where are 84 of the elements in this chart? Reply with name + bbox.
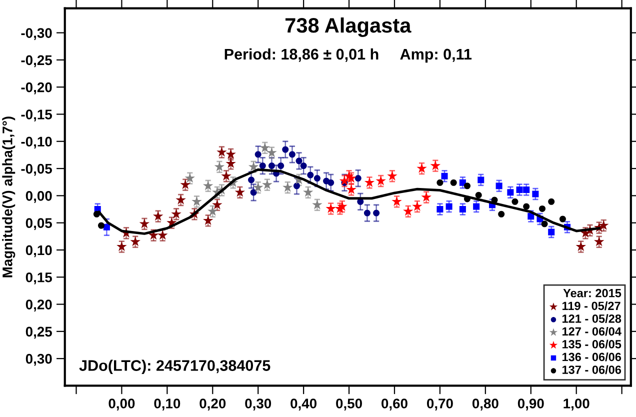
y-tick-label: -0,30 — [21, 28, 52, 40]
point — [307, 172, 314, 178]
legend-label: 127 - 06/04 — [562, 326, 622, 336]
legend-title: Year: 2015 — [563, 288, 622, 298]
point — [314, 175, 320, 182]
point — [403, 206, 414, 216]
point — [300, 162, 307, 170]
legend-label: 135 - 06/05 — [562, 340, 622, 349]
point — [354, 175, 362, 182]
annotation: JDo(LTC): 2457170,384075 — [79, 360, 270, 374]
point — [364, 210, 370, 216]
point — [260, 142, 270, 152]
point — [496, 182, 502, 190]
x-tick-label: 1,00 — [564, 398, 590, 410]
y-tick-label: -0,20 — [21, 82, 52, 94]
point — [436, 179, 444, 186]
point — [516, 186, 523, 193]
x-tick-label: 0,20 — [200, 398, 226, 410]
point — [548, 198, 555, 205]
x-tick-label: 0,90 — [518, 398, 544, 410]
y-tick-label: -0,25 — [21, 55, 52, 68]
legend-label: 136 - 06/06 — [562, 352, 622, 362]
point — [436, 206, 444, 213]
x-tick-label: 0,60 — [382, 398, 408, 410]
y-tick-label: -0,15 — [21, 110, 52, 122]
point — [478, 176, 484, 184]
point — [373, 210, 380, 216]
x-tick-label: 0,30 — [245, 398, 272, 410]
point — [328, 179, 334, 186]
text: Period: 18,86 ± 0,01 h Amp: 0,11 — [224, 48, 472, 63]
point — [176, 194, 186, 204]
x-tick-label: 0,00 — [108, 398, 135, 410]
point — [278, 162, 284, 170]
point — [464, 182, 470, 190]
point — [98, 222, 104, 229]
point — [512, 198, 518, 205]
legend-label: 121 - 05/28 — [562, 314, 622, 323]
point — [532, 190, 539, 198]
point — [541, 220, 548, 228]
point — [446, 203, 452, 210]
point — [475, 192, 482, 198]
x-tick-label: 0,70 — [426, 398, 453, 410]
y-tick-label: 0,15 — [26, 272, 52, 284]
y-tick-label: -0,05 — [21, 164, 52, 176]
x-tick-label: 0,80 — [472, 398, 498, 410]
point — [528, 213, 534, 220]
point — [254, 151, 262, 158]
x-tick-label: 0,50 — [336, 398, 362, 410]
point — [548, 228, 555, 236]
point — [152, 210, 164, 221]
y-tick-label: 0,20 — [26, 300, 52, 312]
y-tick-label: 0,10 — [26, 245, 52, 258]
point — [523, 203, 530, 210]
point — [387, 170, 398, 180]
point — [559, 216, 566, 222]
point — [139, 218, 150, 228]
point — [507, 189, 514, 196]
legend-label: 119 - 05/27 — [562, 301, 620, 310]
point — [282, 146, 289, 153]
x-tick-label: 0,40 — [290, 398, 317, 410]
point — [282, 182, 293, 192]
y-tick-label: -0,10 — [21, 136, 52, 149]
point — [416, 163, 427, 173]
point — [268, 162, 275, 170]
y-tick-label: 0,00 — [26, 191, 52, 203]
point — [450, 179, 457, 186]
point — [259, 162, 266, 170]
y-tick-label: 0,30 — [26, 354, 52, 366]
point — [288, 151, 296, 158]
point — [539, 205, 546, 212]
point — [459, 206, 466, 213]
point — [441, 172, 448, 180]
point — [296, 158, 302, 164]
point — [473, 203, 480, 210]
point — [234, 187, 246, 197]
chart-title: 738 Alagasta — [285, 17, 412, 37]
point — [302, 187, 314, 197]
point — [498, 210, 505, 218]
y-axis-title: Magnitude(V) alpha(1,7°) — [2, 116, 16, 278]
y-tick-label: 0,05 — [26, 218, 52, 230]
x-tick-label: 0,10 — [154, 398, 180, 410]
point — [523, 186, 530, 193]
y-tick-label: 0,25 — [26, 326, 52, 339]
legend-label: 137 - 06/06 — [562, 365, 622, 374]
